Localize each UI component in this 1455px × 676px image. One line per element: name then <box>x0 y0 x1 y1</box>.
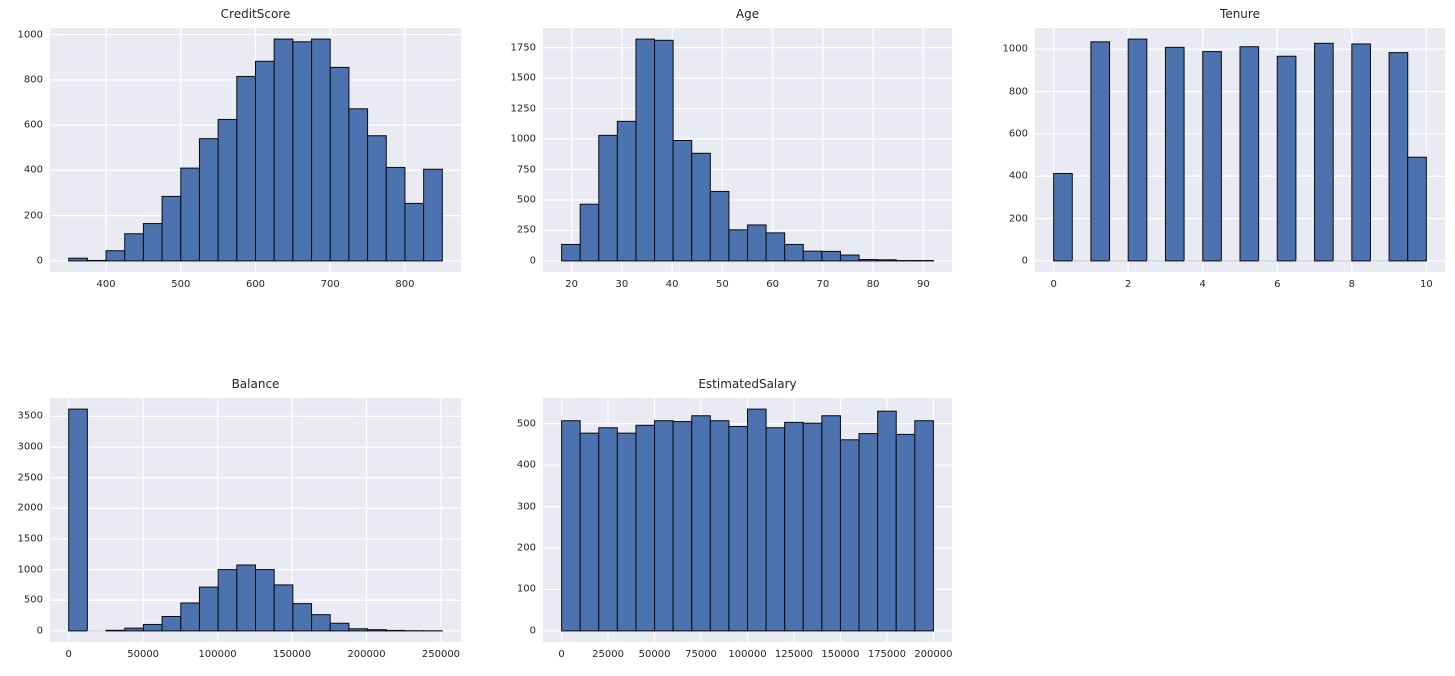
x-tick-label: 100000 <box>728 649 767 660</box>
y-tick-label: 0 <box>36 255 43 267</box>
y-tick-label: 1000 <box>1002 43 1028 55</box>
y-tick-label: 1500 <box>510 72 536 84</box>
y-tick-label: 800 <box>1008 86 1028 98</box>
chart-balance: Balance 0 500 1000 1500 2000 2500 3000 3500 0 500… <box>18 377 461 660</box>
y-tick-label: 1000 <box>510 133 536 145</box>
y-tick-label: 1750 <box>510 42 536 54</box>
x-tick-label: 125000 <box>774 649 814 660</box>
y-tick-label: 1000 <box>17 564 43 576</box>
x-tick-label: 90 <box>916 279 930 290</box>
x-tick-label: 80 <box>866 279 880 290</box>
chart-tenure: Tenure 0 200 400 600 800 1000 0 2 4 6 8 10 <box>1003 7 1445 290</box>
chart-title-tenure: Tenure <box>1220 7 1260 21</box>
y-tick-label: 600 <box>23 119 43 131</box>
x-tick-label: 75000 <box>685 649 717 660</box>
x-tick-label: 4 <box>1199 279 1206 290</box>
x-tick-label: 2 <box>1124 279 1132 290</box>
y-tick-label: 600 <box>1008 128 1028 140</box>
chart-age: Age 0 250 500 750 1000 1250 1500 1750 20 30 40 50 60… <box>511 7 952 290</box>
plot-area-tenure <box>1035 28 1445 272</box>
x-tick-label: 0 <box>558 649 565 660</box>
x-tick-label: 150000 <box>272 649 312 660</box>
x-tick-label: 100000 <box>198 649 237 660</box>
x-tick-label: 50 <box>716 279 729 290</box>
y-tick-label: 200 <box>516 542 536 554</box>
x-tick-label: 70 <box>816 279 830 290</box>
x-tick-label: 8 <box>1348 279 1355 290</box>
x-tick-label: 0 <box>1050 279 1057 290</box>
x-tick-label: 175000 <box>867 649 907 660</box>
x-tick-label: 700 <box>320 279 340 290</box>
chart-title-balance: Balance <box>231 377 280 391</box>
x-tick-label: 10 <box>1419 279 1433 290</box>
y-tick-label: 200 <box>1008 213 1028 225</box>
x-tick-label: 50000 <box>638 649 671 660</box>
y-tick-label: 0 <box>529 255 536 267</box>
y-tick-label: 500 <box>516 418 536 430</box>
x-tick-label: 600 <box>245 279 266 290</box>
y-tick-label: 1000 <box>17 29 43 41</box>
x-tick-label: 150000 <box>821 649 860 660</box>
chart-title-age: Age <box>735 7 760 21</box>
x-tick-label: 60 <box>766 279 779 290</box>
chart-estimatedsalary: EstimatedSalary 0 100 200 300 400 500 0 25000 50… <box>517 377 953 660</box>
y-tick-label: 3000 <box>17 441 43 453</box>
x-tick-label: 0 <box>65 649 72 660</box>
x-tick-label: 40 <box>665 279 679 290</box>
x-tick-label: 20 <box>565 279 578 290</box>
x-tick-label: 200000 <box>347 649 386 660</box>
x-tick-label: 50000 <box>127 649 160 660</box>
y-tick-label: 400 <box>1008 170 1028 182</box>
chart-title-creditscore: CreditScore <box>220 7 291 21</box>
y-tick-label: 1500 <box>17 533 43 545</box>
x-tick-label: 25000 <box>592 649 624 660</box>
y-tick-label: 500 <box>23 594 43 606</box>
x-tick-label: 800 <box>395 279 415 290</box>
y-tick-label: 250 <box>516 224 536 236</box>
chart-title-estimatedsalary: EstimatedSalary <box>698 377 797 391</box>
y-tick-label: 400 <box>23 164 43 176</box>
y-tick-label: 200 <box>23 210 43 222</box>
x-tick-label: 6 <box>1274 279 1281 290</box>
plot-area-balance <box>50 398 461 642</box>
x-tick-label: 200000 <box>914 649 953 660</box>
y-tick-label: 100 <box>516 583 536 595</box>
y-tick-label: 2000 <box>17 502 43 514</box>
plot-area-age <box>543 28 952 272</box>
plot-area-estimatedsalary <box>543 398 952 642</box>
y-tick-label: 300 <box>516 501 536 513</box>
y-tick-label: 750 <box>516 164 536 175</box>
y-tick-label: 2500 <box>17 472 43 484</box>
x-tick-label: 30 <box>615 279 629 290</box>
x-tick-label: 250000 <box>421 649 461 660</box>
plot-area-creditscore <box>50 28 461 272</box>
y-tick-label: 800 <box>23 74 43 86</box>
x-tick-label: 400 <box>96 279 116 290</box>
y-tick-label: 3500 <box>17 410 43 422</box>
y-tick-label: 0 <box>529 625 536 637</box>
y-tick-label: 0 <box>36 625 43 637</box>
y-tick-label: 1250 <box>510 103 536 115</box>
chart-creditscore: CreditScore 0 200 400 600 800 1000 400 500 600 70… <box>18 7 461 290</box>
y-tick-label: 400 <box>516 459 536 471</box>
x-tick-label: 500 <box>171 279 191 290</box>
y-tick-label: 500 <box>516 194 536 206</box>
y-tick-label: 0 <box>1021 255 1028 267</box>
